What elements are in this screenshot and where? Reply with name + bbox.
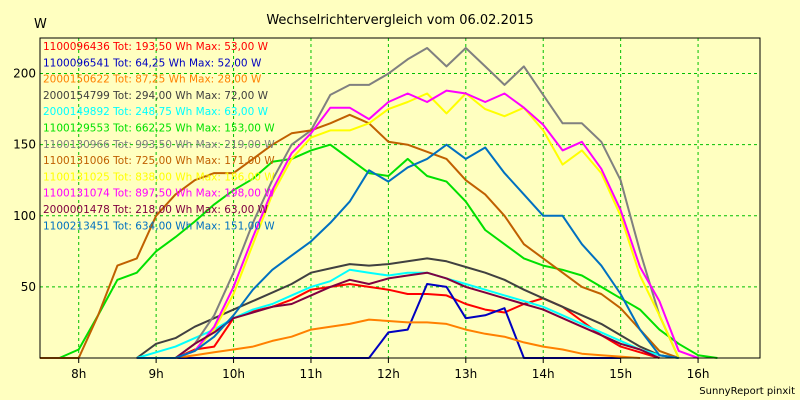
x-tick-label: 8h (71, 367, 86, 381)
series-line-2000150622 (136, 318, 641, 359)
legend-entry-1100096436: 1100096436 Tot: 193,50 Wh Max: 53,00 W (43, 41, 269, 53)
legend-entry-2000150622: 2000150622 Tot: 87,25 Wh Max: 28,00 W (43, 74, 262, 86)
series-line-1100130966 (136, 47, 680, 359)
legend-entry-1100096541: 1100096541 Tot: 64,25 Wh Max: 52,00 W (43, 57, 262, 69)
legend-entry-1100130966: 1100130966 Tot: 993,50 Wh Max: 219,00 W (43, 139, 275, 151)
x-tick-label: 12h (377, 367, 400, 381)
y-tick-label: 200 (13, 67, 36, 81)
series-line-1100131025 (136, 92, 680, 359)
legend-entry-1100131006: 1100131006 Tot: 725,00 Wh Max: 171,00 W (43, 155, 275, 167)
series-line-1100131074 (136, 89, 699, 359)
legend-entry-1100213451: 1100213451 Tot: 634,00 Wh Max: 151,00 W (43, 220, 275, 232)
x-tick-label: 9h (149, 367, 164, 381)
plot-frame (39, 37, 761, 359)
x-tick-label: 14h (532, 367, 555, 381)
chart-title: Wechselrichtervergleich vom 06.02.2015 (266, 13, 533, 28)
credit-label: SunnyReport pinxit (699, 386, 795, 397)
series-line-1100131006 (40, 113, 680, 359)
legend-entry-2000001478: 2000001478 Tot: 218,00 Wh Max: 63,00 W (43, 204, 269, 216)
series-line-1100129553 (40, 143, 718, 359)
x-tick-label: 16h (687, 367, 710, 381)
x-tick-label: 13h (454, 367, 477, 381)
x-tick-label: 15h (609, 367, 632, 381)
legend: 1100096436 Tot: 193,50 Wh Max: 53,00 W 11… (43, 41, 275, 232)
legend-entry-1100129553: 1100129553 Tot: 662,25 Wh Max: 153,00 W (43, 123, 275, 135)
y-tick-label: 100 (13, 209, 36, 223)
y-tick-label: 150 (13, 138, 36, 152)
x-tick-label: 11h (300, 367, 323, 381)
series-line-1100213451 (136, 143, 679, 359)
y-tick-label: 50 (21, 280, 36, 294)
axes: 50 100 150 200 8h 9h 10h 11h 12h 13h 14h 15h 16h (13, 37, 761, 381)
x-tick-label: 10h (222, 367, 245, 381)
series-line-2000154799 (136, 257, 679, 359)
legend-entry-1100131074: 1100131074 Tot: 897,50 Wh Max: 198,00 W (43, 188, 275, 200)
legend-entry-1100131025: 1100131025 Tot: 838,00 Wh Max: 186,00 W (43, 171, 275, 183)
legend-entry-2000149892: 2000149892 Tot: 248,75 Wh Max: 63,00 W (43, 106, 269, 118)
y-axis-label: W (34, 17, 47, 32)
legend-entry-2000154799: 2000154799 Tot: 294,00 Wh Max: 72,00 W (43, 90, 269, 102)
series-line-1100096436 (136, 283, 660, 359)
